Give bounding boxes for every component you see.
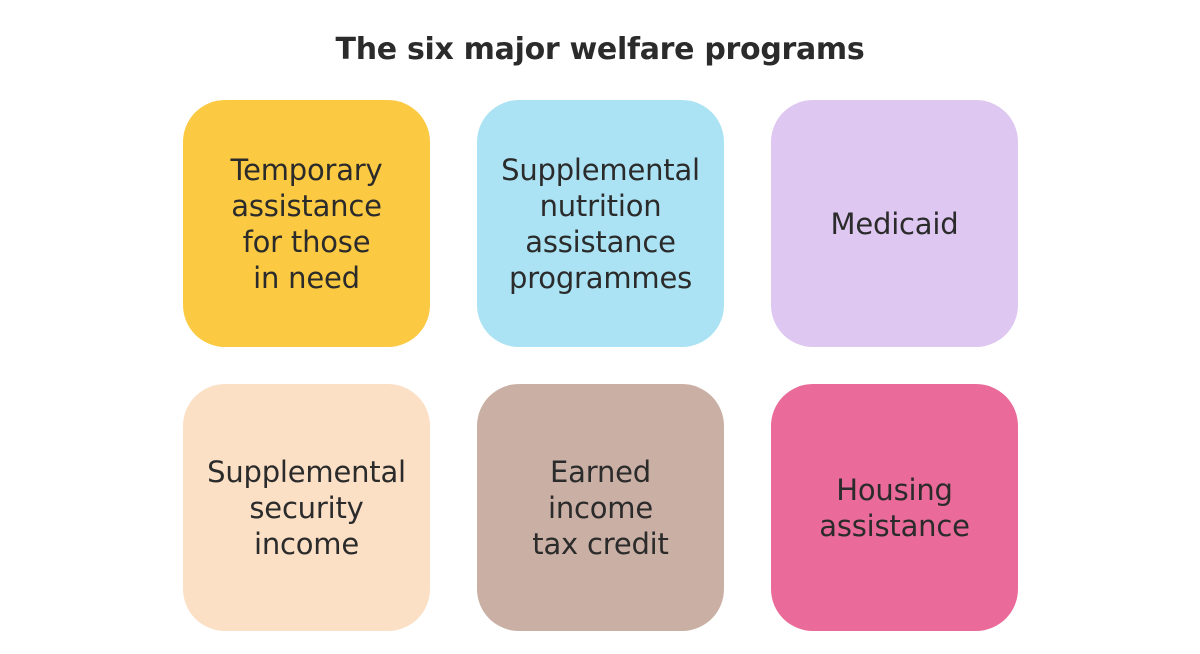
diagram-title: The six major welfare programs	[335, 32, 865, 67]
programs-grid: Temporary assistance for those in need S…	[183, 100, 1018, 631]
program-label: Supplemental security income	[207, 454, 406, 561]
program-card-medicaid: Medicaid	[771, 100, 1018, 347]
program-label: Earned income tax credit	[532, 454, 669, 561]
program-card-earned-income: Earned income tax credit	[477, 384, 724, 631]
program-label: Medicaid	[830, 206, 959, 241]
program-card-supplemental-nutrition: Supplemental nutrition assistance progra…	[477, 100, 724, 347]
program-label: Housing assistance	[819, 472, 970, 543]
program-label: Temporary assistance for those in need	[230, 152, 383, 295]
program-card-housing-assistance: Housing assistance	[771, 384, 1018, 631]
program-card-supplemental-security: Supplemental security income	[183, 384, 430, 631]
program-label: Supplemental nutrition assistance progra…	[501, 152, 700, 295]
program-card-temporary-assistance: Temporary assistance for those in need	[183, 100, 430, 347]
